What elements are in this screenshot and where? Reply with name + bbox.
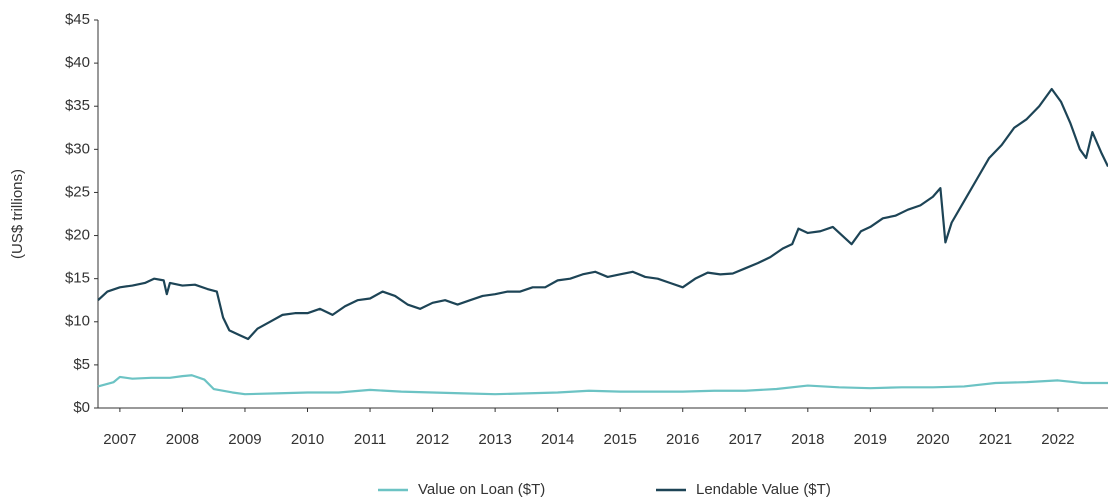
line-series <box>97 374 1108 396</box>
x-tick-label: 2010 <box>291 431 324 448</box>
y-tick-label: $25 <box>65 183 90 200</box>
x-tick-label: 2021 <box>979 431 1012 448</box>
y-tick-label: $0 <box>73 399 90 416</box>
y-tick-label: $35 <box>65 97 90 114</box>
y-tick-label: $30 <box>65 140 90 157</box>
x-tick-label: 2013 <box>478 431 511 448</box>
y-tick-label: $5 <box>73 356 90 373</box>
x-tick-label: 2012 <box>416 431 449 448</box>
x-tick-label: 2022 <box>1041 431 1074 448</box>
x-tick-label: 2007 <box>103 431 136 448</box>
legend-label: Lendable Value ($T) <box>696 481 831 498</box>
x-tick-label: 2008 <box>166 431 199 448</box>
y-tick-label: $10 <box>65 313 90 330</box>
y-axis-label: (US$ trillions) <box>9 169 26 259</box>
legend-label: Value on Loan ($T) <box>418 481 545 498</box>
x-tick-label: 2019 <box>854 431 887 448</box>
x-tick-label: 2009 <box>228 431 261 448</box>
y-tick-label: $15 <box>65 270 90 287</box>
x-tick-label: 2018 <box>791 431 824 448</box>
x-tick-label: 2017 <box>729 431 762 448</box>
y-tick-label: $45 <box>65 11 90 28</box>
x-tick-label: 2016 <box>666 431 699 448</box>
x-tick-label: 2011 <box>354 431 386 448</box>
line-series <box>97 87 1108 341</box>
y-tick-label: $20 <box>65 227 90 244</box>
x-tick-label: 2020 <box>916 431 949 448</box>
y-tick-label: $40 <box>65 54 90 71</box>
x-tick-label: 2015 <box>604 431 637 448</box>
x-tick-label: 2014 <box>541 431 574 448</box>
